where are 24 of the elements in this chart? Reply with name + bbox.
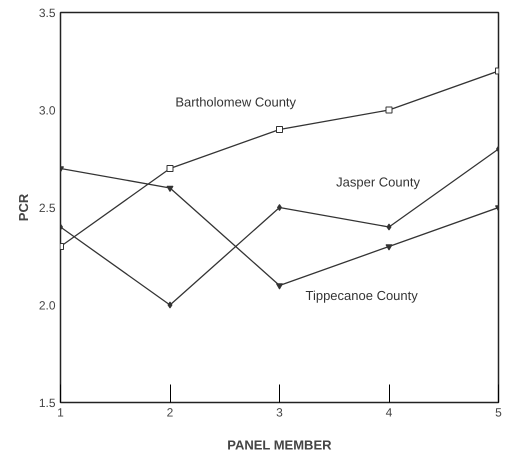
point [276,126,283,133]
series-label: Jasper County [336,174,420,190]
x-tick-label: 1 [57,406,64,420]
x-tick-label: 5 [495,406,502,420]
x-tick-label: 2 [166,406,174,420]
x-axis-title: PANEL MEMBER [227,438,332,452]
y-tick-label: 1.5 [38,396,56,410]
point [166,186,174,192]
y-tick-label: 3.0 [38,104,56,118]
x-tick-label: 3 [276,406,284,420]
point [277,204,282,211]
point [386,244,392,250]
y-axis-title: PCR [16,193,31,222]
point [166,165,174,172]
y-tick-label: 2.0 [38,298,56,312]
point [276,283,283,290]
series-label: Bartholomew County [175,94,297,110]
point [386,106,392,114]
x-tick-label: 4 [386,406,393,420]
series-label: Tippecanoe County [305,288,418,303]
point [386,224,392,230]
y-tick-label: 2.5 [38,201,56,215]
point [168,302,172,308]
y-tick-label: 3.5 [38,6,56,20]
